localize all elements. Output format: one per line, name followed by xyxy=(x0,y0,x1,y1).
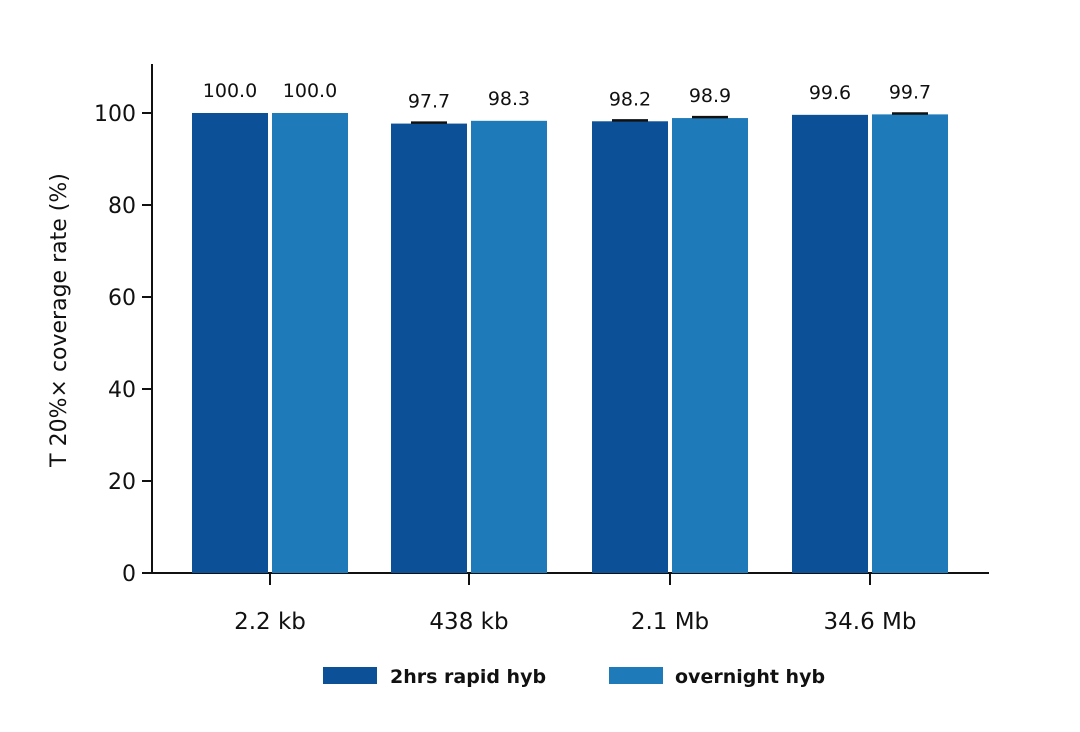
data-label: 100.0 xyxy=(283,80,337,102)
data-labels: 100.0 100.0 97.7 98.3 98.2 98.9 99.6 99.7 xyxy=(203,80,931,113)
legend-swatch xyxy=(609,667,663,684)
legend-label: overnight hyb xyxy=(675,666,825,688)
legend-swatch xyxy=(323,667,377,684)
bar-overnight-hyb xyxy=(672,118,748,573)
y-tick-label: 20 xyxy=(108,470,136,495)
legend: 2hrs rapid hyb overnight hyb xyxy=(323,666,825,688)
bar-overnight-hyb xyxy=(272,113,348,573)
y-tick-label: 100 xyxy=(94,102,136,127)
bar-rapid-hyb xyxy=(391,123,467,573)
bar-rapid-hyb xyxy=(192,113,268,573)
data-label: 99.7 xyxy=(889,81,931,103)
bar-overnight-hyb xyxy=(872,114,948,573)
data-label: 100.0 xyxy=(203,80,257,102)
y-tick-label: 80 xyxy=(108,194,136,219)
data-label: 99.6 xyxy=(809,82,851,104)
data-label: 97.7 xyxy=(408,91,450,113)
bars xyxy=(192,112,948,573)
y-axis-title: T 20%× coverage rate (%) xyxy=(47,173,72,468)
x-axis: 2.2 kb 438 kb 2.1 Mb 34.6 Mb xyxy=(151,572,989,635)
x-tick-label: 34.6 Mb xyxy=(824,609,917,635)
x-tick-label: 2.1 Mb xyxy=(631,609,709,635)
x-tick-label: 438 kb xyxy=(429,609,508,635)
y-axis: 0 20 40 60 80 100 xyxy=(94,64,153,587)
data-label: 98.3 xyxy=(488,88,530,110)
legend-label: 2hrs rapid hyb xyxy=(390,666,546,688)
y-tick-label: 60 xyxy=(108,286,136,311)
y-tick-label: 40 xyxy=(108,378,136,403)
x-tick-label: 2.2 kb xyxy=(234,609,306,635)
bar-rapid-hyb xyxy=(792,114,868,573)
data-label: 98.2 xyxy=(609,88,651,110)
y-tick-label: 0 xyxy=(122,562,136,587)
data-label: 98.9 xyxy=(689,85,731,107)
bar-overnight-hyb xyxy=(471,120,547,573)
bar-rapid-hyb xyxy=(592,121,668,573)
